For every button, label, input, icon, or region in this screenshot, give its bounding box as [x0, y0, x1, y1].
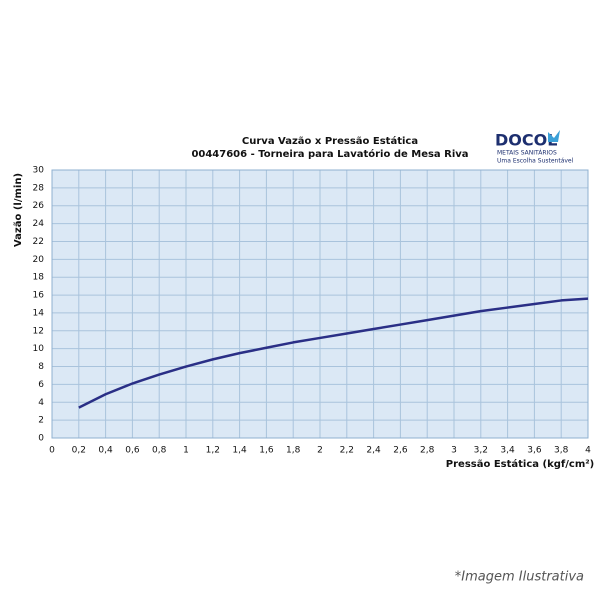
x-tick-label: 1,2 — [206, 446, 220, 456]
y-tick-label: 8 — [38, 362, 44, 372]
x-tick-label: 1,8 — [286, 446, 301, 456]
y-tick-label: 2 — [38, 416, 44, 426]
x-tick-label: 0 — [49, 446, 55, 456]
x-axis-label: Pressão Estática (kgf/cm²) — [446, 458, 594, 470]
x-tick-label: 0,4 — [98, 446, 113, 456]
y-tick-label: 20 — [33, 255, 45, 265]
x-tick-label: 2,2 — [340, 446, 354, 456]
x-tick-label: 0,2 — [72, 446, 86, 456]
x-tick-label: 3,8 — [554, 446, 569, 456]
x-tick-label: 0,6 — [125, 446, 140, 456]
logo-brand: DOCOL — [495, 131, 557, 150]
x-tick-label: 1,6 — [259, 446, 274, 456]
logo-line1: METAIS SANITÁRIOS — [497, 150, 557, 157]
x-tick-label: 3 — [451, 446, 457, 456]
x-tick-label: 3,4 — [500, 446, 515, 456]
y-tick-label: 16 — [33, 291, 45, 301]
logo-icon — [548, 130, 560, 142]
y-axis-label: Vazão (l/min) — [13, 173, 24, 247]
y-tick-label: 30 — [33, 166, 45, 176]
y-tick-label: 26 — [33, 201, 45, 211]
y-tick-label: 14 — [33, 308, 45, 318]
x-tick-label: 0,8 — [152, 446, 167, 456]
line — [78, 297, 589, 409]
y-tick-label: 22 — [33, 237, 44, 247]
plot-border — [51, 169, 589, 439]
y-tick-label: 28 — [33, 183, 45, 193]
x-tick-label: 3,2 — [474, 446, 488, 456]
x-tick-label: 2 — [317, 446, 323, 456]
footnote: *Imagem Ilustrativa — [455, 570, 584, 585]
y-tick-label: 4 — [38, 398, 44, 408]
y-tick-label: 6 — [38, 380, 44, 390]
x-tick-label: 2,8 — [420, 446, 435, 456]
chart-subtitle: 00447606 - Torneira para Lavatório de Me… — [191, 148, 468, 160]
x-tick-label: 3,6 — [527, 446, 542, 456]
x-tick-label: 1 — [183, 446, 189, 456]
y-tick-label: 12 — [33, 326, 44, 336]
y-tick-label: 10 — [33, 344, 45, 354]
x-tick-label: 2,6 — [393, 446, 408, 456]
x-tick-label: 4 — [585, 446, 591, 456]
chart-title: Curva Vazão x Pressão Estática — [242, 135, 418, 147]
x-tick-label: 2,4 — [366, 446, 381, 456]
y-tick-label: 18 — [33, 273, 45, 283]
x-tick-label: 1,4 — [232, 446, 247, 456]
y-tick-label: 24 — [33, 219, 45, 229]
y-tick-label: 0 — [38, 434, 44, 444]
logo-line2: Uma Escolha Sustentável — [497, 158, 574, 165]
